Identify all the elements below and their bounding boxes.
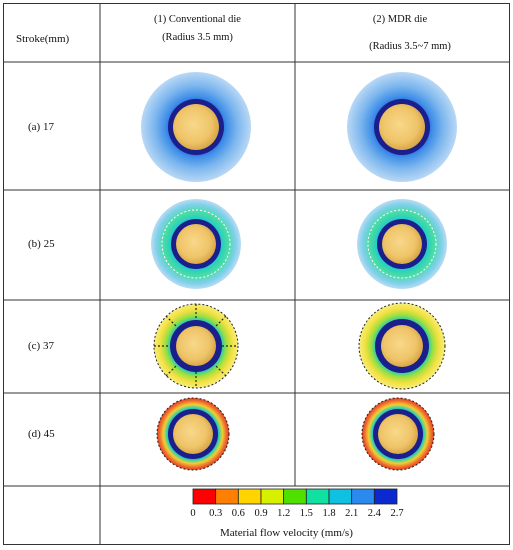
colorbar-tick-label: 1.5 [299,508,313,519]
sim-mdr-17 [347,72,457,182]
colorbar-segment [283,488,307,505]
sim-mdr-25 [357,199,447,289]
colorbar-tick-label: 2.4 [367,508,381,519]
row-label-c: (c) 37 [28,340,54,352]
row-label-d: (d) 45 [28,428,55,440]
colorbar-tick-label: 2.7 [390,508,404,519]
colorbar-segment [351,488,375,505]
row-label-b: (b) 25 [28,238,55,250]
colorbar-tick-label: 2.1 [345,508,359,519]
colorbar-tick-label: 0 [190,508,196,519]
col1-title: (1) Conventional die [154,14,241,25]
colorbar-segment [260,488,285,505]
velocity-colorbar [192,488,398,505]
sim-conv-17 [141,72,251,182]
colorbar-segment [237,488,262,505]
colorbar-tick-label: 0.3 [209,508,223,519]
col2-title: (2) MDR die [372,14,428,25]
stroke-header: Stroke(mm) [16,33,70,45]
sim-conv-37 [153,303,239,389]
colorbar-segment [328,488,353,505]
col1-subtitle: (Radius 3.5 mm) [162,32,233,43]
colorbar-segment [192,488,217,505]
col2-subtitle: (Radius 3.5~7 mm) [369,41,451,52]
colorbar-caption: Material flow velocity (mm/s) [220,527,353,539]
row-label-a: (a) 17 [28,121,54,133]
sim-conv-25 [151,199,241,289]
sim-mdr-37 [358,302,446,390]
colorbar-tick-label: 1.8 [322,508,336,519]
colorbar-tick-label: 1.2 [277,508,291,519]
sim-mdr-45 [361,397,435,471]
colorbar-tick-label: 0.6 [231,508,245,519]
colorbar-segment [305,488,330,505]
colorbar-segment [215,488,239,505]
colorbar-segment [373,488,398,505]
sim-conv-45 [156,397,230,471]
colorbar-tick-label: 0.9 [254,508,268,519]
